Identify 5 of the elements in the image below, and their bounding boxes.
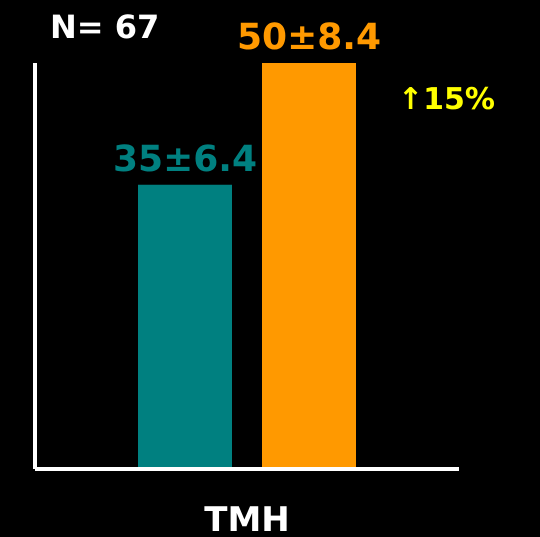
- x-tick-label: TMH: [204, 500, 290, 537]
- annotation: ↑15%: [398, 82, 495, 117]
- data-label: 35±6.4: [112, 138, 258, 180]
- text: N= 67: [50, 8, 160, 46]
- data-label: 50±8.4: [236, 17, 382, 58]
